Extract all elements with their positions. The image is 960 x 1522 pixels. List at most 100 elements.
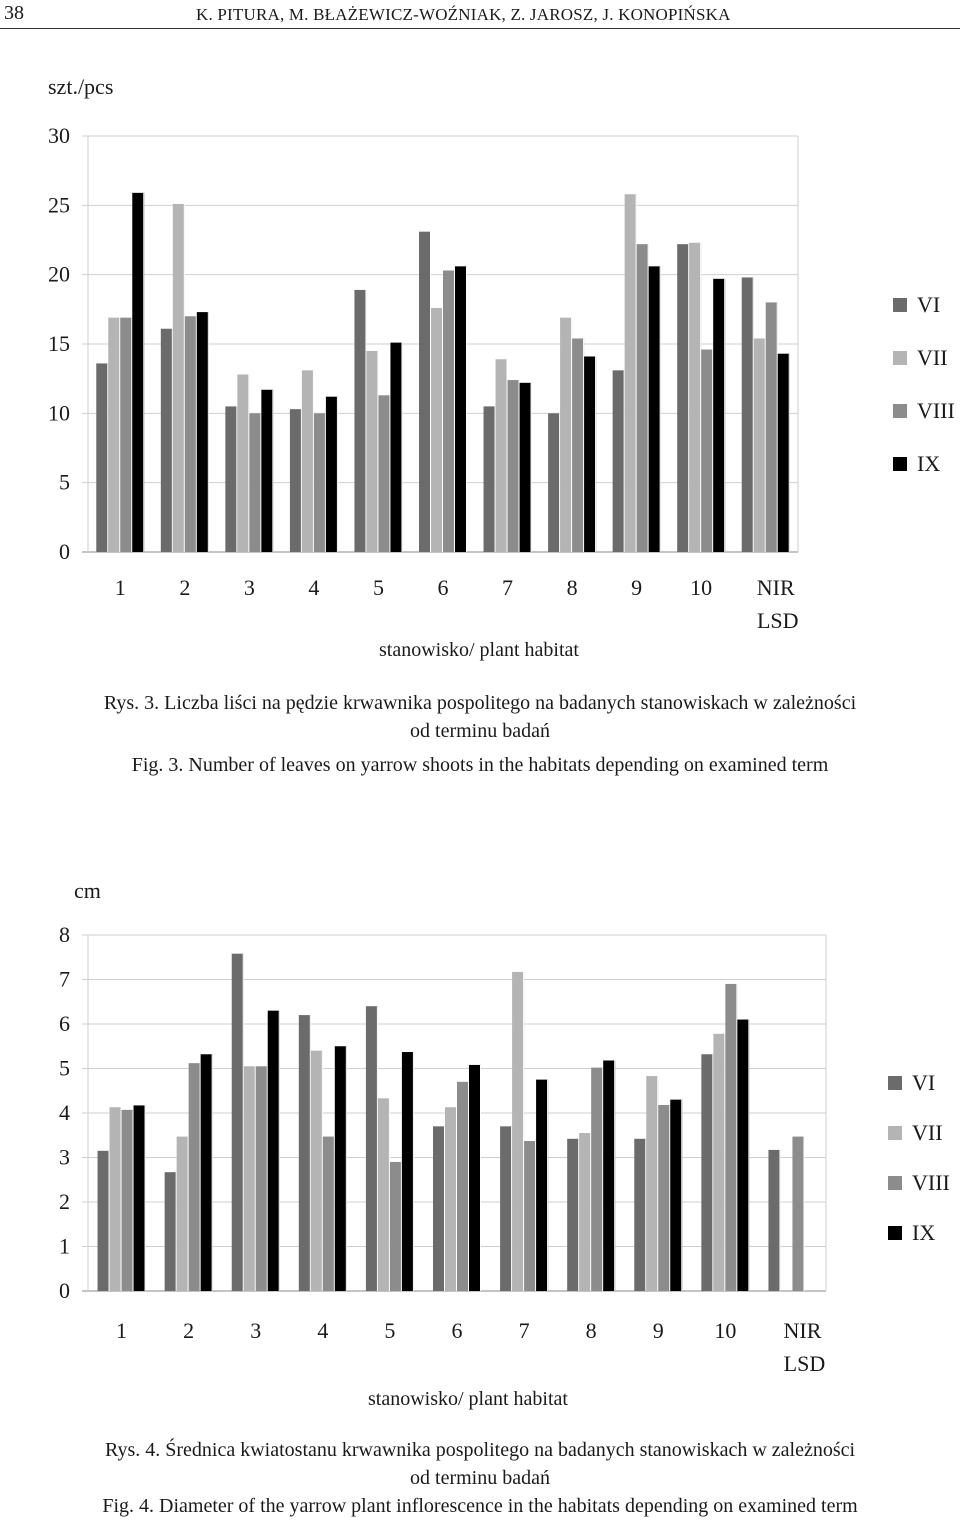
bar-vi-habitat-5 — [365, 1006, 378, 1291]
bar-viii-habitat-10 — [701, 349, 714, 552]
legend-label-viii: VIII — [917, 398, 955, 423]
bar-vii-habitat-11 — [753, 338, 766, 552]
bar-vii-habitat-4 — [310, 1050, 323, 1291]
bar-vii-habitat-7 — [512, 971, 525, 1291]
caption-pl-line1: Rys. 4. Średnica kwiatostanu krwawnika p… — [104, 1439, 856, 1461]
bar-viii-habitat-6 — [457, 1081, 469, 1291]
bar-ix-habitat-7 — [536, 1079, 549, 1291]
x-tick-label: 2 — [179, 575, 190, 600]
legend-swatch-viii — [888, 1176, 902, 1190]
x-axis-label: stanowisko/ plant habitat — [368, 1388, 568, 1410]
y-tick-label: 4 — [59, 1100, 70, 1125]
bar-vi-habitat-4 — [298, 1015, 311, 1291]
bar-viii-habitat-4 — [313, 413, 326, 552]
bar-viii-habitat-8 — [572, 338, 585, 552]
bar-ix-habitat-4 — [334, 1046, 347, 1291]
x-tick-label: 4 — [317, 1318, 328, 1343]
bar-vii-habitat-6 — [431, 307, 443, 552]
y-axis-label: cm — [74, 878, 101, 903]
x-tick-label: 4 — [308, 575, 319, 600]
bar-ix-habitat-11 — [777, 353, 790, 552]
legend-swatch-vi — [888, 1076, 902, 1090]
bar-vi-habitat-5 — [354, 289, 367, 552]
y-axis-label: szt./pcs — [48, 74, 113, 99]
legend-swatch-ix — [893, 457, 907, 471]
x-tick-label: NIR — [784, 1318, 822, 1343]
bar-vii-habitat-10 — [689, 242, 702, 553]
bar-vi-habitat-1 — [97, 1150, 110, 1291]
bar-ix-habitat-5 — [390, 342, 403, 552]
legend-label-ix: IX — [912, 1220, 935, 1245]
bar-vi-habitat-11 — [768, 1149, 781, 1291]
y-tick-label: 5 — [59, 470, 70, 495]
x-tick-label: 10 — [690, 575, 712, 600]
bar-ix-habitat-9 — [648, 266, 661, 552]
bar-viii-habitat-2 — [184, 316, 197, 552]
y-tick-label: 5 — [59, 1056, 70, 1081]
legend-swatch-vi — [893, 298, 907, 312]
legend-label-vii: VII — [912, 1120, 943, 1145]
caption-pl-line1: Rys. 3. Liczba liści na pędzie krwawnika… — [103, 692, 857, 714]
bar-vii-habitat-9 — [624, 194, 637, 553]
bar-ix-habitat-8 — [584, 356, 597, 552]
bar-ix-habitat-2 — [200, 1054, 213, 1291]
bar-viii-habitat-5 — [389, 1161, 402, 1291]
y-tick-label: 0 — [59, 539, 70, 564]
caption-pl-line2: od terminu badań — [410, 1467, 550, 1489]
bar-vii-habitat-1 — [108, 317, 121, 552]
x-tick-label: NIR — [757, 575, 795, 600]
bar-vi-habitat-3 — [231, 953, 244, 1291]
bar-ix-habitat-6 — [469, 1064, 481, 1291]
bar-ix-habitat-2 — [196, 312, 209, 552]
bar-ix-habitat-4 — [325, 396, 338, 552]
bar-ix-habitat-10 — [737, 1019, 750, 1291]
bar-vii-habitat-8 — [560, 317, 573, 552]
caption-en: Fig. 4. Diameter of the yarrow plant inf… — [102, 1495, 858, 1517]
bar-ix-habitat-3 — [261, 389, 274, 552]
bar-viii-habitat-9 — [636, 244, 649, 552]
bar-vi-habitat-1 — [96, 363, 109, 552]
x-tick-label: 8 — [567, 575, 578, 600]
legend-swatch-viii — [893, 404, 907, 418]
legend-label-viii: VIII — [912, 1170, 950, 1195]
caption-en: Fig. 3. Number of leaves on yarrow shoot… — [131, 754, 829, 776]
legend-swatch-ix — [888, 1226, 902, 1240]
x-tick-label: 1 — [115, 575, 126, 600]
running-head-authors: K. PITURA, M. BŁAŻEWICZ-WOŹNIAK, Z. JARO… — [196, 5, 731, 24]
bar-vi-habitat-7 — [483, 406, 496, 552]
y-tick-label: 2 — [59, 1189, 70, 1214]
y-tick-label: 10 — [48, 400, 70, 425]
bar-viii-habitat-1 — [121, 1109, 134, 1291]
bar-viii-habitat-7 — [507, 380, 520, 552]
bar-vii-habitat-8 — [579, 1133, 592, 1291]
legend-label-vi: VI — [912, 1070, 935, 1095]
bar-ix-habitat-9 — [670, 1099, 683, 1291]
legend-label-ix: IX — [917, 451, 940, 476]
bar-vi-habitat-4 — [289, 409, 302, 552]
bar-vi-habitat-10 — [701, 1054, 714, 1291]
x-tick-label: LSD — [757, 608, 799, 633]
bar-vi-habitat-8 — [548, 413, 561, 552]
x-tick-label: 5 — [373, 575, 384, 600]
bar-vi-habitat-9 — [634, 1138, 647, 1291]
x-tick-label: 7 — [519, 1318, 530, 1343]
x-tick-label: 9 — [653, 1318, 664, 1343]
bar-vii-habitat-9 — [646, 1076, 659, 1291]
bar-vii-habitat-5 — [366, 350, 379, 552]
bar-vii-habitat-6 — [445, 1107, 457, 1291]
y-tick-label: 15 — [48, 331, 70, 356]
bar-vi-habitat-11 — [741, 277, 754, 552]
y-tick-label: 25 — [48, 192, 70, 217]
bar-vii-habitat-4 — [301, 370, 314, 552]
bar-vi-habitat-3 — [225, 406, 238, 552]
page-number: 38 — [4, 2, 24, 24]
bar-viii-habitat-7 — [524, 1141, 537, 1291]
chart-leaves-count: 0 5 10 15 20 25 30 szt./pcs 1 2 3 4 5 6 7 8 9 10 NIR LSD sta… — [48, 74, 955, 661]
y-tick-label: 0 — [59, 1278, 70, 1303]
bar-viii-habitat-11 — [792, 1136, 805, 1291]
x-tick-label: 6 — [452, 1318, 463, 1343]
x-tick-label: 1 — [116, 1318, 127, 1343]
bar-ix-habitat-3 — [267, 1010, 280, 1291]
y-tick-label: 7 — [59, 967, 70, 992]
